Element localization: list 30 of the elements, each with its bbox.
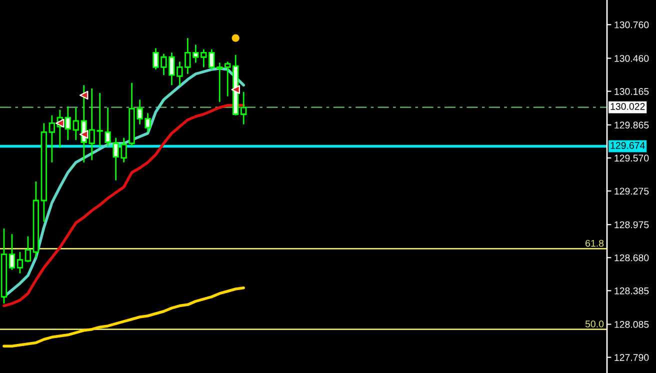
y-tick-label: 129.865 xyxy=(614,122,649,129)
candlestick xyxy=(8,233,16,271)
point xyxy=(231,85,240,94)
y-tick-label: 130.165 xyxy=(614,88,649,95)
point xyxy=(80,90,88,100)
candlestick xyxy=(240,91,247,126)
ref-line-label: 130.022 xyxy=(610,103,645,110)
candlestick xyxy=(216,62,223,103)
annotation: 50.0 xyxy=(585,320,604,328)
y-tick-label: 128.975 xyxy=(614,221,649,228)
candlestick xyxy=(48,114,56,164)
y-tick-label: 130.760 xyxy=(614,21,649,28)
line-series xyxy=(2,104,245,308)
y-tick-label: 127.790 xyxy=(614,354,649,361)
candlestick xyxy=(24,236,32,263)
y-tick-label: 129.275 xyxy=(614,188,649,195)
candlestick xyxy=(16,251,24,274)
candlestick xyxy=(72,106,79,141)
line-series xyxy=(2,286,245,348)
y-tick-label: 128.680 xyxy=(614,254,649,262)
candlestick xyxy=(64,106,71,141)
point xyxy=(80,130,88,139)
y-tick-label: 129.570 xyxy=(614,154,649,162)
y-tick-label: 128.085 xyxy=(614,321,649,328)
ref-line-label: 129.674 xyxy=(610,142,645,149)
candlestick xyxy=(224,60,231,98)
annotation: 61.8 xyxy=(586,240,604,247)
y-tick-label: 128.385 xyxy=(614,287,649,294)
point xyxy=(232,34,240,42)
y-tick-label: 130.460 xyxy=(614,54,649,62)
